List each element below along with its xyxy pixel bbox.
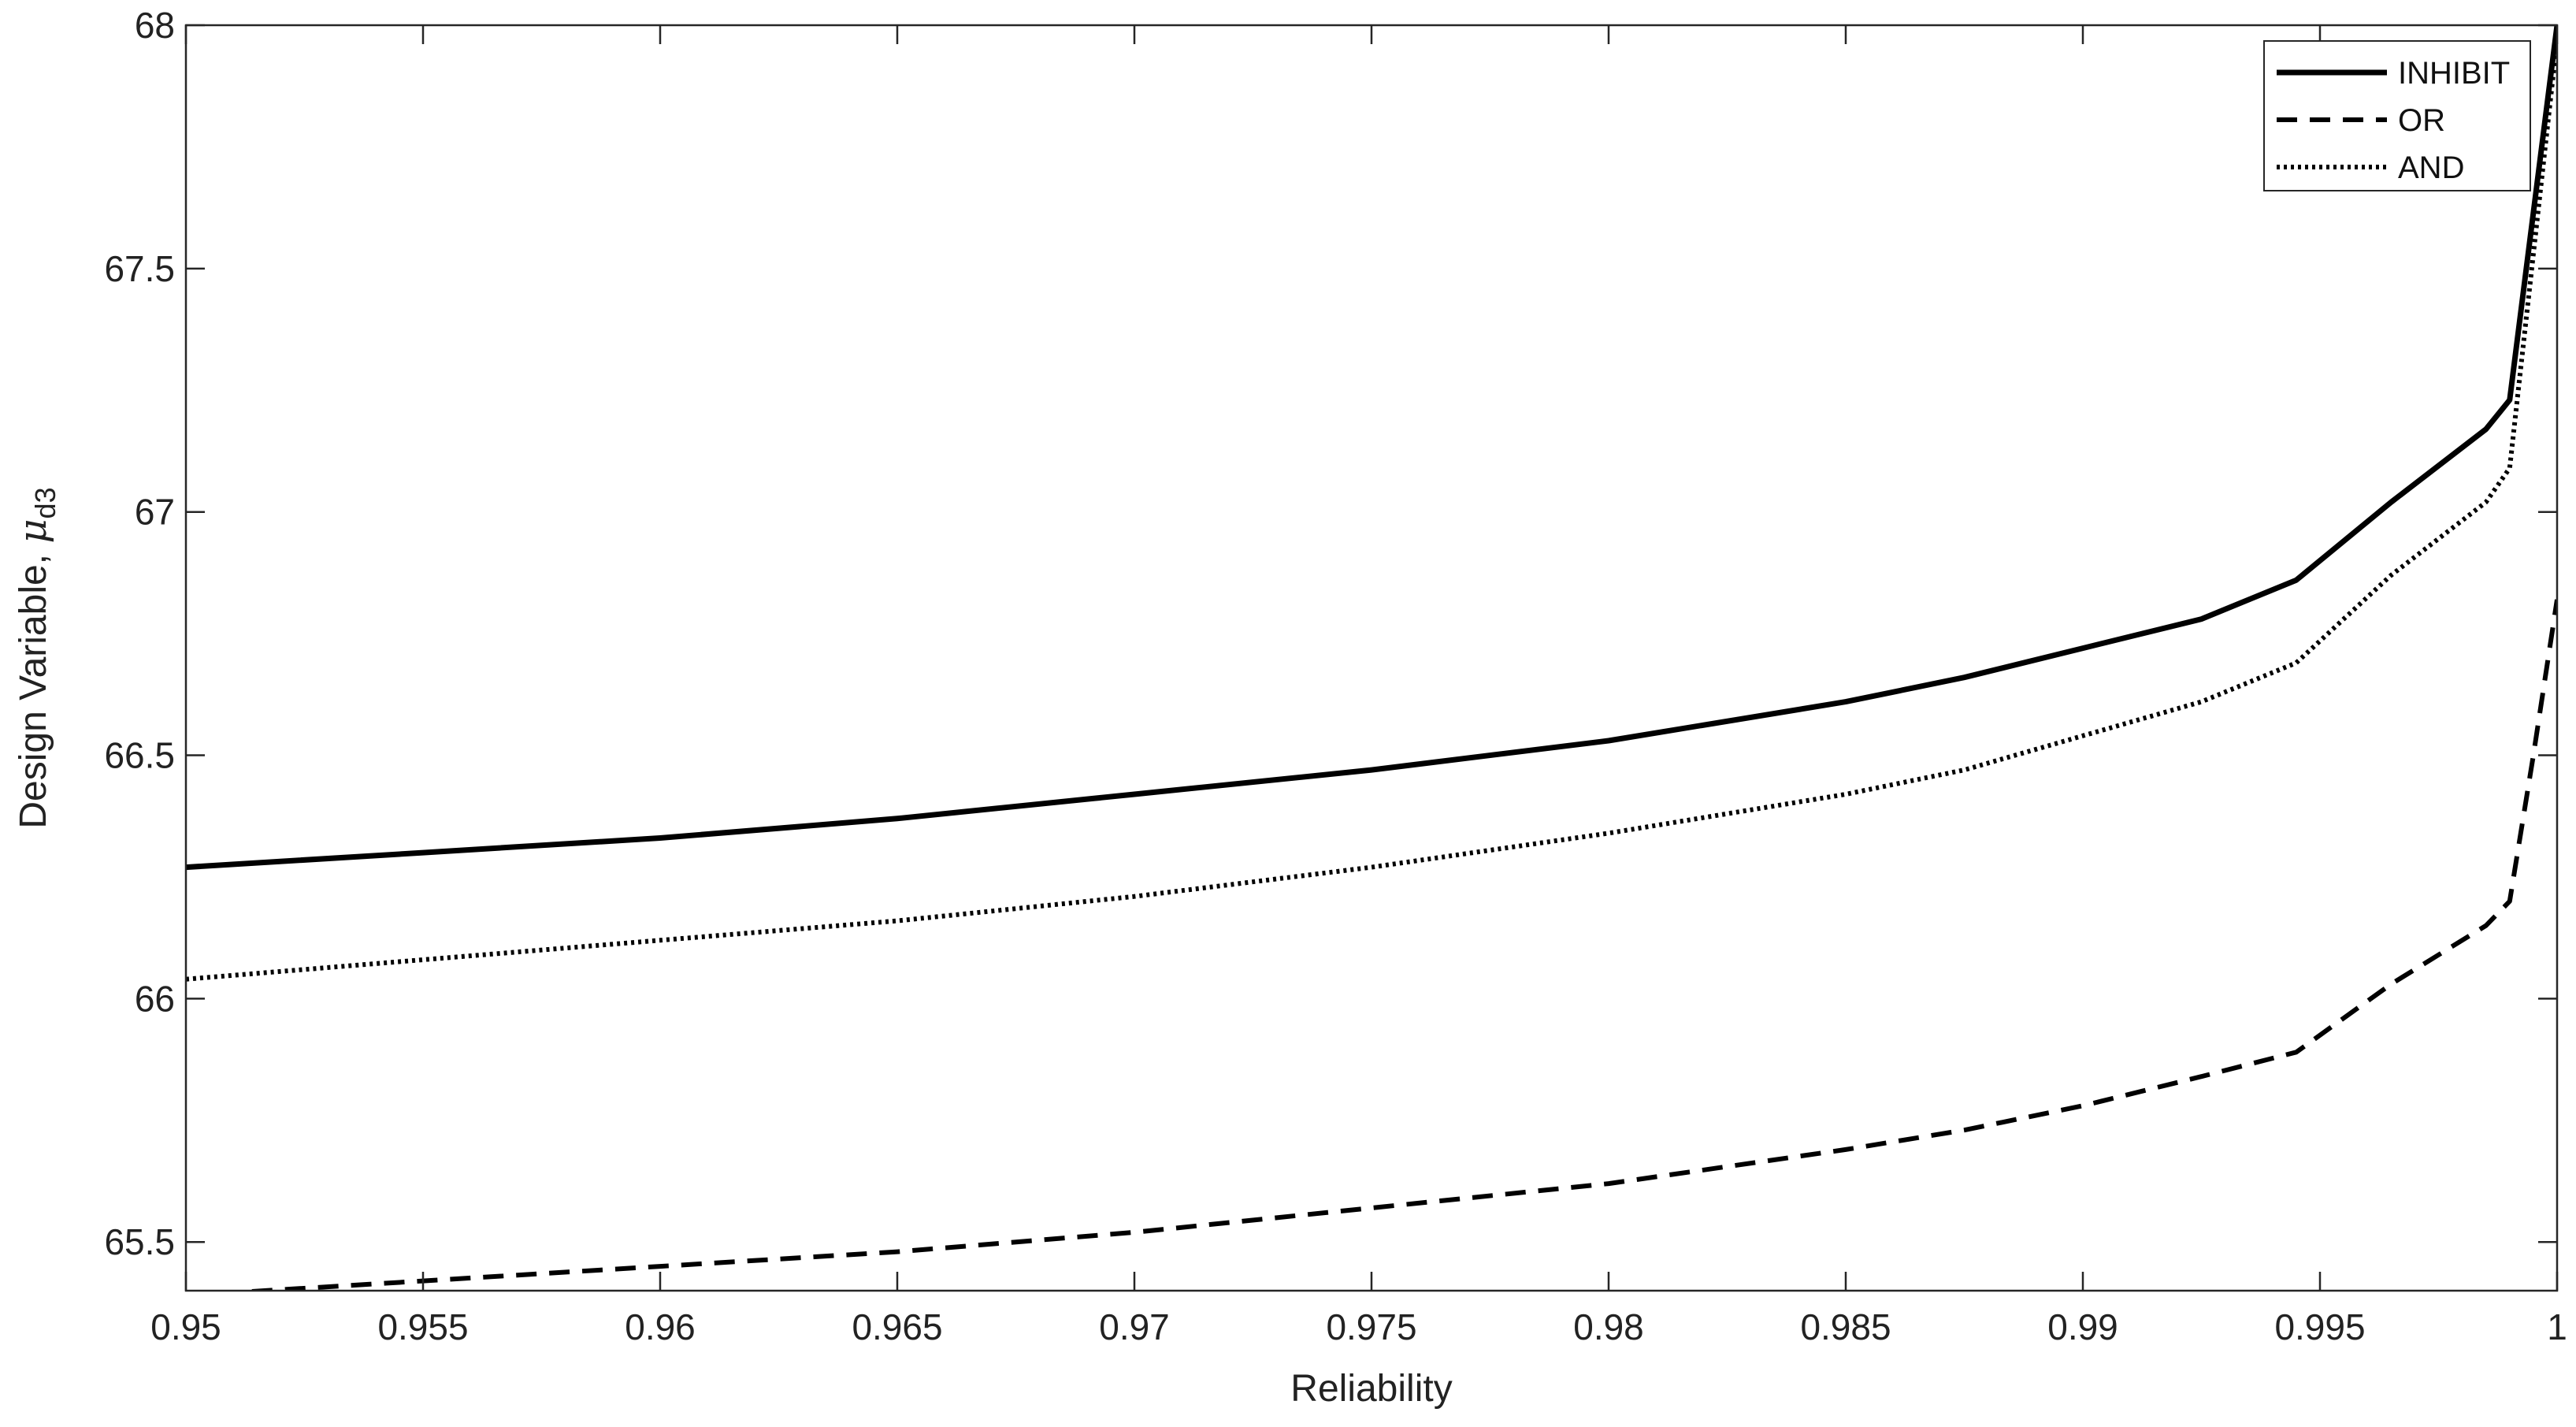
x-tick-label: 0.97 xyxy=(1099,1306,1170,1347)
x-tick-label: 1 xyxy=(2547,1306,2567,1347)
x-tick-label: 0.955 xyxy=(377,1306,468,1347)
series-layer xyxy=(186,25,2557,1291)
x-tick-label: 0.95 xyxy=(150,1306,221,1347)
series-line-or xyxy=(226,599,2557,1291)
x-tick-label: 0.99 xyxy=(2047,1306,2118,1347)
y-tick-label: 67 xyxy=(135,492,175,533)
x-tick-label: 0.995 xyxy=(2274,1306,2365,1347)
y-tick-label: 65.5 xyxy=(104,1221,175,1262)
legend-label-or: OR xyxy=(2398,103,2445,138)
x-axis: 0.95 0.955 0.96 0.965 0.97 0.975 0.98 0.985 0.99… xyxy=(150,25,2567,1347)
x-tick-label: 0.985 xyxy=(1800,1306,1891,1347)
y-axis: 65.5 66 66.5 67 67.5 68 xyxy=(104,5,2557,1262)
x-axis-label: Reliability xyxy=(1290,1368,1452,1410)
x-tick-label: 0.965 xyxy=(852,1306,942,1347)
series-line-and xyxy=(186,39,2557,982)
y-tick-label: 66.5 xyxy=(104,735,175,776)
y-axis-label-mu: μ xyxy=(11,518,55,543)
y-tick-label: 67.5 xyxy=(104,248,175,289)
x-tick-label: 0.96 xyxy=(625,1306,696,1347)
x-tick-label: 0.975 xyxy=(1326,1306,1416,1347)
legend-items: INHIBIT OR AND xyxy=(2277,56,2510,185)
y-axis-label-subscript: d3 xyxy=(29,487,61,518)
legend-box xyxy=(2263,40,2531,191)
legend-label-and: AND xyxy=(2398,151,2464,185)
y-axis-label-prefix: Design Variable, xyxy=(13,544,54,829)
legend: INHIBIT OR AND xyxy=(2263,40,2531,191)
series-line-inhibit xyxy=(186,25,2557,871)
y-tick-label: 68 xyxy=(135,5,175,46)
x-tick-label: 0.98 xyxy=(1573,1306,1644,1347)
y-axis-label: Design Variable, μd3 xyxy=(11,487,61,828)
y-tick-label: 66 xyxy=(135,978,175,1019)
legend-label-inhibit: INHIBIT xyxy=(2398,56,2510,91)
